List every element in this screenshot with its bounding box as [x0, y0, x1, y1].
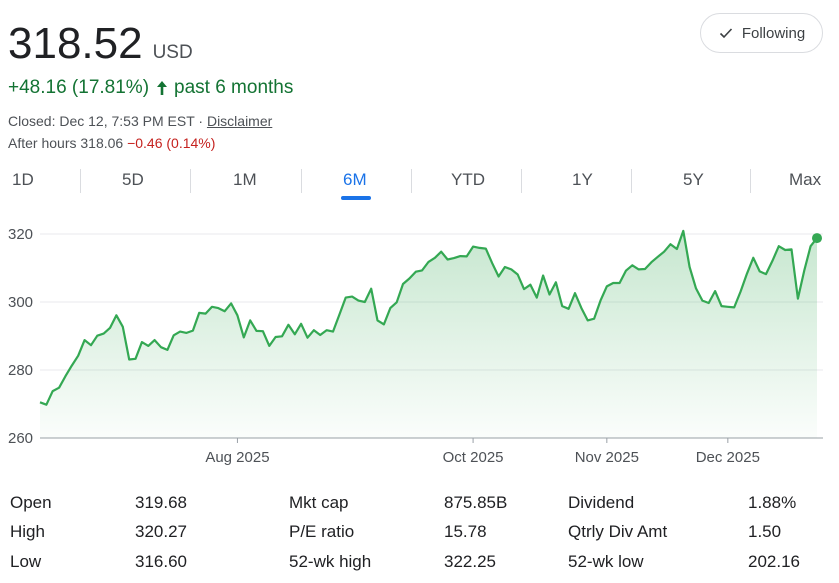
closed-text: Closed: Dec 12, 7:53 PM EST ·	[8, 113, 204, 129]
stat-label-52-wk-low: 52-wk low	[568, 552, 644, 571]
tab-divider	[521, 169, 522, 193]
stat-value-mkt-cap: 875.85B	[444, 493, 508, 512]
stat-label-mkt-cap: Mkt cap	[289, 493, 349, 512]
after-hours-price: After hours 318.06	[8, 135, 124, 151]
x-tick-label: Aug 2025	[205, 449, 269, 466]
x-tick-label: Nov 2025	[575, 449, 639, 466]
stat-value-open: 319.68	[135, 493, 187, 512]
price-change-row: +48.16 (17.81%) past 6 months	[8, 77, 293, 99]
tab-divider	[750, 169, 751, 193]
stat-label-qtrly-div-amt: Qtrly Div Amt	[568, 522, 668, 541]
after-hours-change: −0.46 (0.14%)	[127, 135, 216, 151]
disclaimer-link[interactable]: Disclaimer	[206, 113, 273, 129]
y-tick-label: 300	[8, 294, 33, 311]
y-tick-label: 280	[8, 362, 33, 379]
arrow-up-icon	[157, 81, 168, 95]
change-period: past 6 months	[174, 77, 294, 98]
price-chart: 260 280 300 320 Aug 2025 Oct 2025 Nov 2025 Dec…	[8, 226, 823, 466]
stat-label-open: Open	[10, 493, 52, 512]
range-tabs: 1D 5D 1M 6M YTD 1Y 5Y Max	[0, 162, 839, 202]
price-row: 318.52 USD	[8, 20, 193, 68]
stat-value-p-e-ratio: 15.78	[444, 522, 487, 541]
latest-price-dot	[812, 233, 822, 244]
current-price: 318.52	[8, 19, 143, 68]
stat-value-52-wk-low: 202.16	[748, 552, 800, 571]
price-line	[39, 229, 818, 406]
x-tick-label: Dec 2025	[696, 449, 760, 466]
y-tick-label: 260	[8, 430, 33, 447]
stat-label-52-wk-high: 52-wk high	[289, 552, 372, 571]
price-area	[40, 230, 817, 438]
tab-5y[interactable]: 5Y	[683, 170, 704, 189]
tab-divider	[190, 169, 191, 193]
stat-value-dividend: 1.88%	[748, 493, 797, 512]
stat-label-high: High	[10, 522, 45, 541]
following-button[interactable]: Following	[700, 13, 823, 53]
x-tick-label: Oct 2025	[443, 449, 504, 466]
stat-value-low: 316.60	[135, 552, 187, 571]
market-status: Closed: Dec 12, 7:53 PM EST · Disclaimer	[8, 113, 272, 129]
y-tick-label: 320	[8, 226, 33, 243]
stat-label-p-e-ratio: P/E ratio	[289, 522, 355, 541]
tab-ytd[interactable]: YTD	[451, 170, 485, 189]
check-icon	[719, 28, 732, 39]
following-button-label: Following	[741, 24, 806, 42]
tab-1y[interactable]: 1Y	[572, 170, 593, 189]
price-change: +48.16 (17.81%)	[8, 77, 150, 98]
active-tab-indicator	[341, 196, 371, 200]
stat-label-dividend: Dividend	[568, 493, 635, 512]
tab-divider	[301, 169, 302, 193]
after-hours: After hours 318.06 −0.46 (0.14%)	[8, 135, 215, 151]
stat-value-52-wk-high: 322.25	[444, 552, 496, 571]
tab-5d[interactable]: 5D	[122, 170, 144, 189]
tab-6m[interactable]: 6M	[343, 170, 367, 189]
tab-max[interactable]: Max	[789, 170, 822, 189]
tab-divider	[411, 169, 412, 193]
stat-value-qtrly-div-amt: 1.50	[748, 522, 782, 541]
tab-divider	[80, 169, 81, 193]
stat-value-high: 320.27	[135, 522, 187, 541]
currency-label: USD	[152, 42, 193, 63]
tab-divider	[631, 169, 632, 193]
stat-label-low: Low	[10, 552, 42, 571]
tab-1m[interactable]: 1M	[233, 170, 257, 189]
tab-1d[interactable]: 1D	[12, 170, 34, 189]
